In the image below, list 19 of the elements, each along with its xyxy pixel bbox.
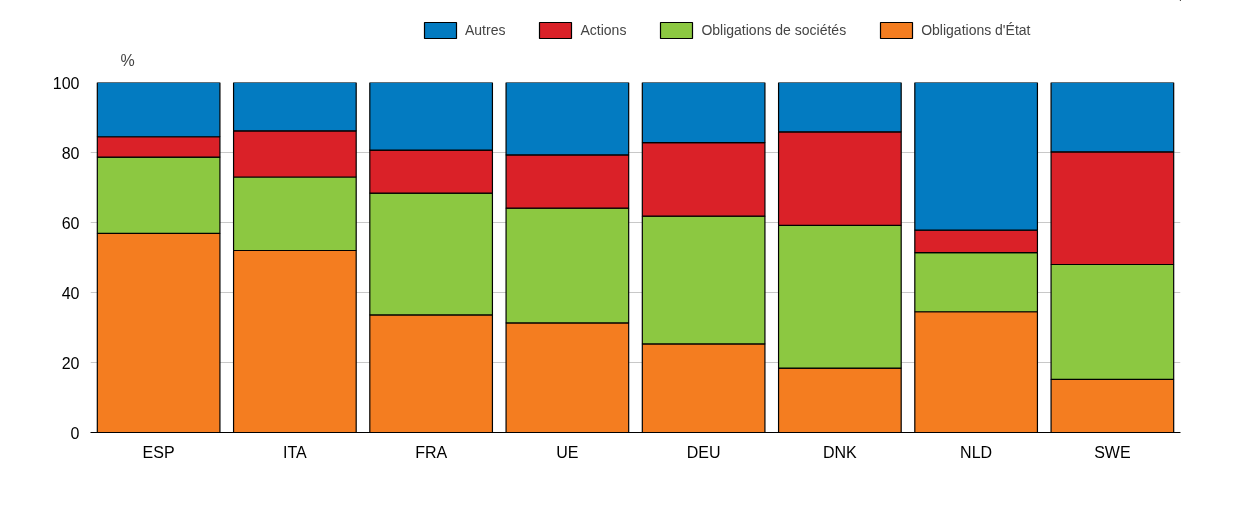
- y-tick-label: 60: [61, 214, 80, 232]
- y-tick-label: 80: [61, 144, 80, 162]
- x-tick-label: UE: [556, 443, 579, 461]
- legend-label: Autres: [465, 22, 506, 38]
- y-axis-title: %: [120, 51, 135, 69]
- y-tick-label: 100: [52, 74, 80, 92]
- legend-label: Obligations d'État: [921, 22, 1031, 38]
- x-tick-label: ITA: [283, 443, 308, 461]
- x-tick-label: DNK: [822, 443, 858, 461]
- y-tick-label: 0: [70, 424, 80, 442]
- x-tick-label: FRA: [415, 443, 448, 461]
- legend-label: Obligations de sociétés: [701, 22, 847, 38]
- legend-label: Actions: [580, 22, 627, 38]
- x-tick-label: SWE: [1094, 443, 1131, 461]
- x-tick-label: DEU: [686, 443, 721, 461]
- y-tick-label: 20: [61, 354, 80, 372]
- y-tick-label: 40: [61, 284, 80, 302]
- x-tick-label: ESP: [142, 443, 175, 461]
- x-tick-label: NLD: [960, 443, 993, 461]
